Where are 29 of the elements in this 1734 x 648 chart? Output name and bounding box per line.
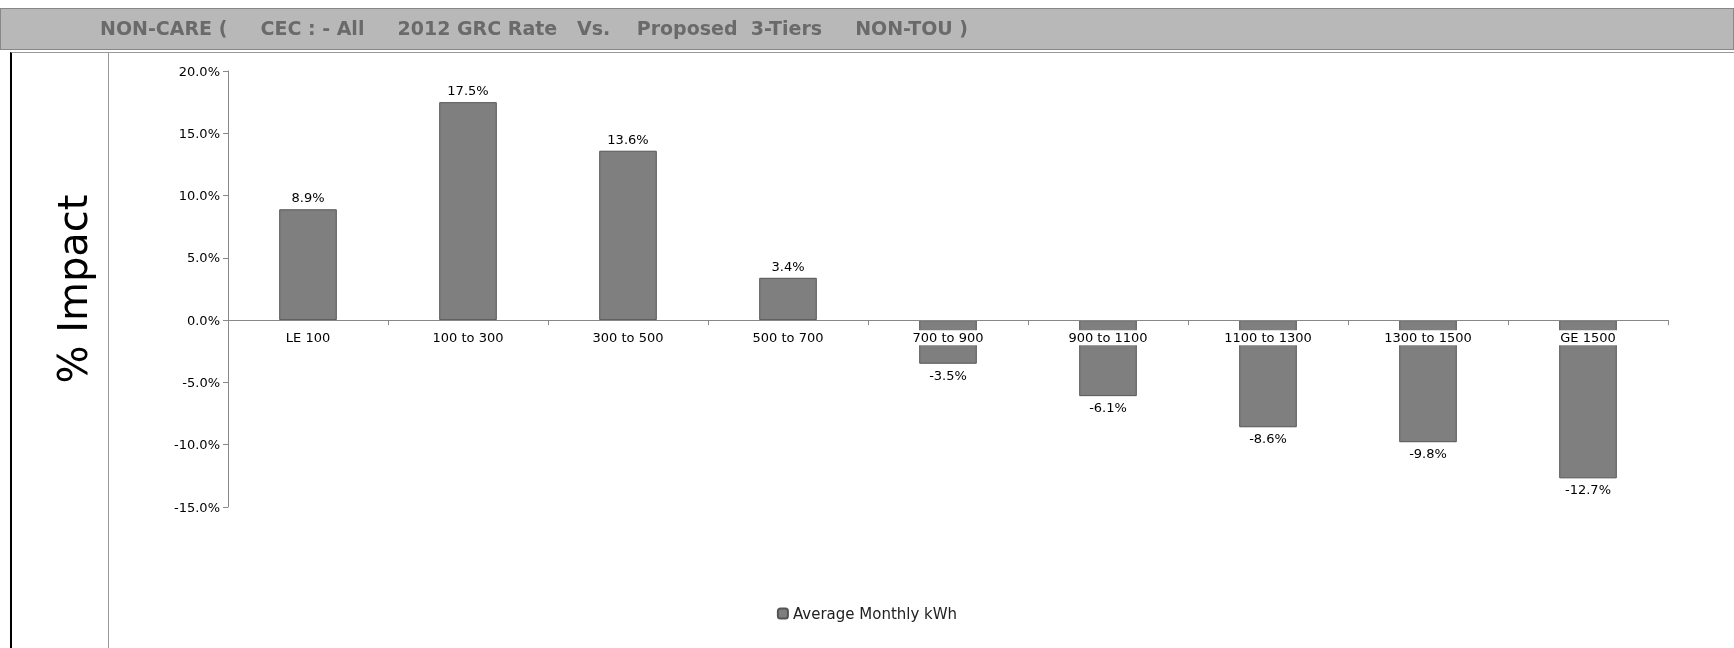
y-tick-label: -10.0%	[174, 437, 220, 453]
x-tick-label: 900 to 1100	[1068, 330, 1148, 346]
x-tick-label: GE 1500	[1560, 330, 1616, 346]
y-tick-label: 15.0%	[178, 125, 220, 141]
y-tick-label: 0.0%	[186, 312, 220, 328]
data-label: -9.8%	[1409, 446, 1447, 462]
data-label: -6.1%	[1089, 400, 1127, 416]
data-label: 3.4%	[771, 258, 805, 274]
legend-label: Average Monthly kWh	[792, 604, 958, 623]
x-tick-label: LE 100	[285, 330, 331, 346]
x-tick-label: 500 to 700	[752, 330, 824, 346]
data-label: 8.9%	[291, 190, 325, 206]
x-tick-label: 1100 to 1300	[1224, 330, 1312, 346]
data-label: -3.5%	[929, 367, 967, 383]
chart-title: NON-CARE ( CEC : - All 2012 GRC Rate Vs. Proposed 3-Tiers NON-TOU )	[100, 16, 969, 39]
data-label: -8.6%	[1249, 431, 1287, 447]
y-axis-title: % Impact	[50, 194, 96, 384]
x-tick-label: 1300 to 1500	[1384, 330, 1472, 346]
y-tick-label: 20.0%	[178, 63, 220, 79]
data-label: 17.5%	[447, 83, 489, 99]
y-tick-label: -5.0%	[182, 374, 220, 390]
x-tick-label: 300 to 500	[592, 330, 664, 346]
data-label: -12.7%	[1565, 482, 1611, 498]
x-tick-label: 700 to 900	[912, 330, 984, 346]
data-label: 13.6%	[607, 131, 649, 147]
x-tick-label: 100 to 300	[432, 330, 504, 346]
y-tick-label: 10.0%	[178, 188, 220, 204]
y-tick-label: 5.0%	[186, 250, 220, 266]
y-tick-label: -15.0%	[174, 499, 220, 515]
